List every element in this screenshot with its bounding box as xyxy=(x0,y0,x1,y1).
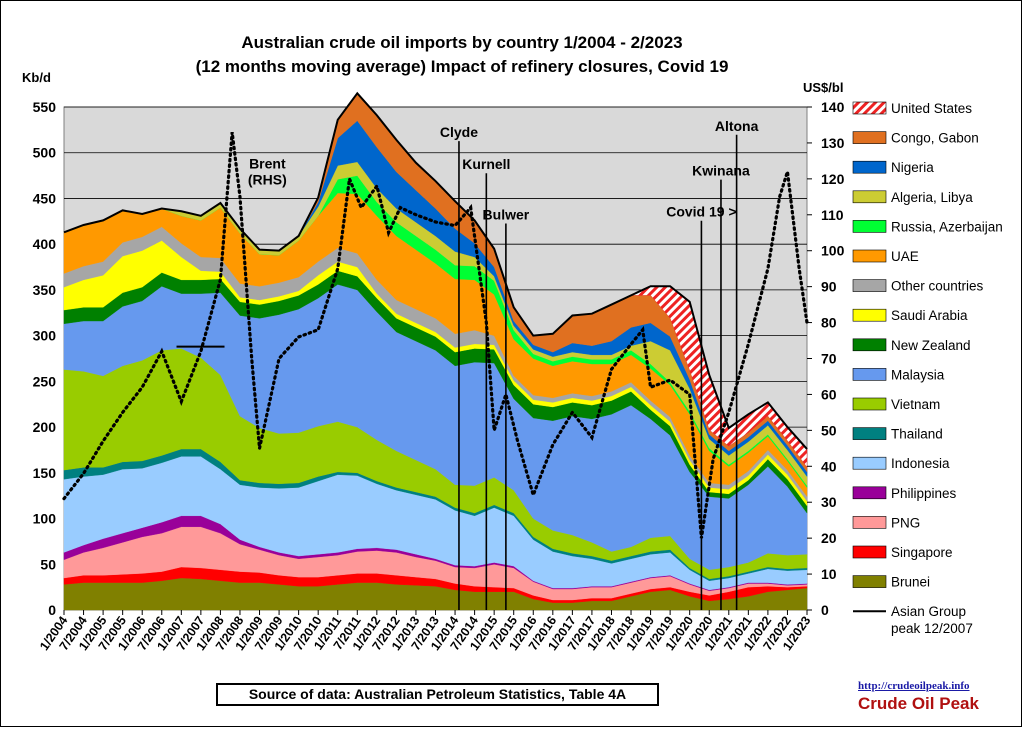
legend-swatch xyxy=(852,456,887,470)
total-outline xyxy=(63,91,808,450)
y-tick-label: 400 xyxy=(33,236,57,252)
y2-tick-label: 130 xyxy=(821,135,845,151)
chart-title-line2: (12 months moving average) Impact of ref… xyxy=(196,57,729,76)
y2-tick-label: 70 xyxy=(821,351,837,367)
legend-swatch xyxy=(852,368,887,381)
annotation-label: Kwinana xyxy=(692,163,750,179)
series-areas xyxy=(63,91,808,611)
y2-axis-ticks: 0 10 20 30 40 50 60 70 80 90 100 110 120 130 140 xyxy=(807,99,845,618)
y-tick-label: 50 xyxy=(40,556,56,572)
legend-label: Other countries xyxy=(891,279,984,294)
legend-swatch xyxy=(852,575,887,588)
legend-label: Russia, Azerbaijan xyxy=(891,219,1003,234)
legend-swatch xyxy=(852,190,887,204)
legend-swatch xyxy=(852,338,887,352)
y-tick-label: 450 xyxy=(33,190,57,206)
y2-tick-label: 140 xyxy=(821,99,845,115)
legend-swatch xyxy=(852,397,887,411)
y-tick-label: 100 xyxy=(33,511,57,527)
y2-tick-label: 90 xyxy=(821,279,837,295)
y2-tick-label: 120 xyxy=(821,171,845,187)
y-tick-label: 200 xyxy=(33,419,57,435)
legend-swatch xyxy=(852,486,887,500)
y2-tick-label: 30 xyxy=(821,494,837,510)
legend-label: Malaysia xyxy=(891,367,945,382)
legend: United States Congo, Gabon Nigeria Algeria,… xyxy=(852,101,1003,636)
y-tick-label: 300 xyxy=(33,328,57,344)
legend-label: Congo, Gabon xyxy=(891,131,979,146)
y-tick-label: 0 xyxy=(48,602,56,618)
legend-label: New Zealand xyxy=(891,338,971,353)
legend-label: Saudi Arabia xyxy=(891,308,968,323)
annotation-label: Clyde xyxy=(440,124,478,140)
annotation-label: Brent xyxy=(249,155,286,171)
legend-swatch xyxy=(852,308,887,322)
annotations: Brent(RHS) Clyde Kurnell Bulwer Covid 19 > Kw… xyxy=(248,118,759,610)
x-axis-ticks: 1/20047/20041/20057/20051/20067/20061/20… xyxy=(37,610,813,653)
y-tick-label: 350 xyxy=(33,282,57,298)
legend-peak-label: peak 12/2007 xyxy=(891,621,973,636)
legend-label: Indonesia xyxy=(891,456,950,471)
legend-label: PNG xyxy=(891,515,920,530)
y-axis-label: Kb/d xyxy=(22,70,51,85)
legend-label: Brunei xyxy=(891,575,930,590)
y2-tick-label: 40 xyxy=(821,458,837,474)
legend-swatch xyxy=(852,101,887,115)
legend-swatch xyxy=(852,160,887,174)
y2-tick-label: 0 xyxy=(821,602,829,618)
legend-label: Philippines xyxy=(891,486,957,501)
legend-label: United States xyxy=(891,101,972,116)
y-tick-label: 250 xyxy=(33,373,57,389)
y2-tick-label: 110 xyxy=(821,207,844,223)
legend-swatch xyxy=(852,427,887,440)
site-url-link[interactable]: http://crudeoilpeak.info xyxy=(858,680,970,692)
y-tick-label: 150 xyxy=(33,465,57,481)
legend-label: Thailand xyxy=(891,427,943,442)
legend-label: Nigeria xyxy=(891,160,934,175)
y-tick-label: 500 xyxy=(33,145,57,161)
legend-swatch xyxy=(852,131,887,144)
annotation-label: Kurnell xyxy=(462,156,510,172)
legend-label: Algeria, Libya xyxy=(891,190,973,205)
y2-tick-label: 10 xyxy=(821,566,837,582)
legend-swatch xyxy=(852,220,887,233)
annotation-label: Bulwer xyxy=(483,206,530,222)
y2-tick-label: 100 xyxy=(821,243,845,259)
legend-label: Singapore xyxy=(891,545,953,560)
y2-tick-label: 80 xyxy=(821,315,837,331)
annotation-label: Covid 19 > xyxy=(666,204,736,220)
source-note: Source of data: Australian Petroleum Sta… xyxy=(216,683,659,706)
chart-title-line1: Australian crude oil imports by country … xyxy=(241,33,682,52)
legend-swatch xyxy=(852,249,887,263)
annotation-label: Altona xyxy=(715,118,759,134)
y-tick-label: 550 xyxy=(33,99,57,115)
legend-swatch xyxy=(852,279,887,292)
legend-peak-label: Asian Group xyxy=(891,604,966,619)
y2-tick-label: 50 xyxy=(821,422,837,438)
legend-label: Vietnam xyxy=(891,397,940,412)
y-axis-ticks: 0 50 100 150 200 250 300 350 400 450 500 550 xyxy=(33,99,57,618)
legend-swatch xyxy=(852,545,887,559)
legend-swatch xyxy=(852,516,887,529)
site-name-logo: Crude Oil Peak xyxy=(858,694,979,713)
y2-axis-label: US$/bl xyxy=(803,80,843,95)
annotation-label: (RHS) xyxy=(248,172,287,188)
y2-tick-label: 60 xyxy=(821,386,837,402)
legend-label: UAE xyxy=(891,249,919,264)
y2-tick-label: 20 xyxy=(821,530,837,546)
